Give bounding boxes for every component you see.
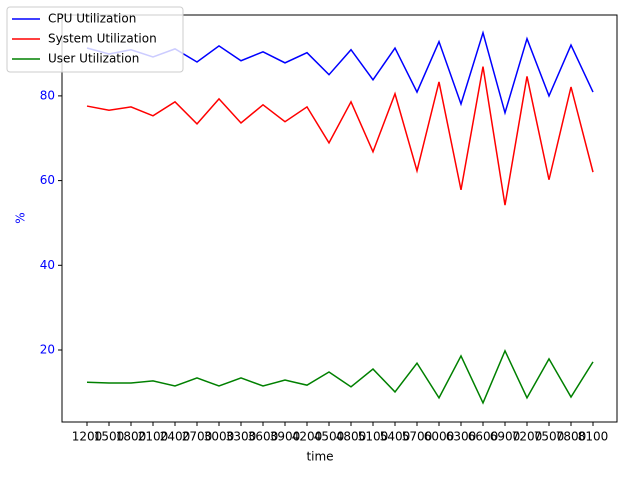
x-tick-label: 6300	[446, 430, 477, 444]
x-tick-label: 3000	[204, 430, 235, 444]
x-tick-label: 3600	[248, 430, 279, 444]
legend-label: System Utilization	[48, 32, 157, 46]
legend-box	[6, 6, 184, 73]
y-tick-label: 80	[40, 88, 55, 102]
x-tick-label: 2400	[160, 430, 191, 444]
x-tick-label: 3900	[270, 430, 301, 444]
legend-label: CPU Utilization	[48, 12, 136, 26]
x-tick-label: 2700	[182, 430, 213, 444]
line-series	[86, 66, 594, 206]
x-tick-label: 6900	[490, 430, 521, 444]
x-tick-label: 3300	[226, 430, 257, 444]
x-tick-label: 1200	[72, 430, 103, 444]
x-tick-label: 2100	[138, 430, 169, 444]
plot-frame	[61, 14, 618, 423]
y-tick-label: 20	[40, 343, 55, 357]
x-tick-label: 4500	[314, 430, 345, 444]
x-tick-label: 6000	[424, 430, 455, 444]
legend-label: User Utilization	[48, 52, 139, 66]
line-series	[86, 349, 594, 405]
x-tick-label: 5400	[380, 430, 411, 444]
x-tick-label: 7800	[556, 430, 587, 444]
x-tick-label: 1800	[116, 430, 147, 444]
x-tick-label: 7200	[512, 430, 543, 444]
x-tick-label: 4800	[336, 430, 367, 444]
y-axis-label: %	[14, 212, 28, 223]
x-tick-label: 5100	[358, 430, 389, 444]
x-axis-label: time	[306, 450, 333, 464]
y-tick-label: 40	[40, 258, 55, 272]
y-tick-label: 60	[40, 173, 55, 187]
x-tick-label: 5700	[402, 430, 433, 444]
x-tick-label: 7500	[534, 430, 565, 444]
x-tick-label: 6600	[468, 430, 499, 444]
x-tick-label: 8100	[578, 430, 609, 444]
x-tick-label: 1500	[94, 430, 125, 444]
x-tick-label: 4200	[292, 430, 323, 444]
